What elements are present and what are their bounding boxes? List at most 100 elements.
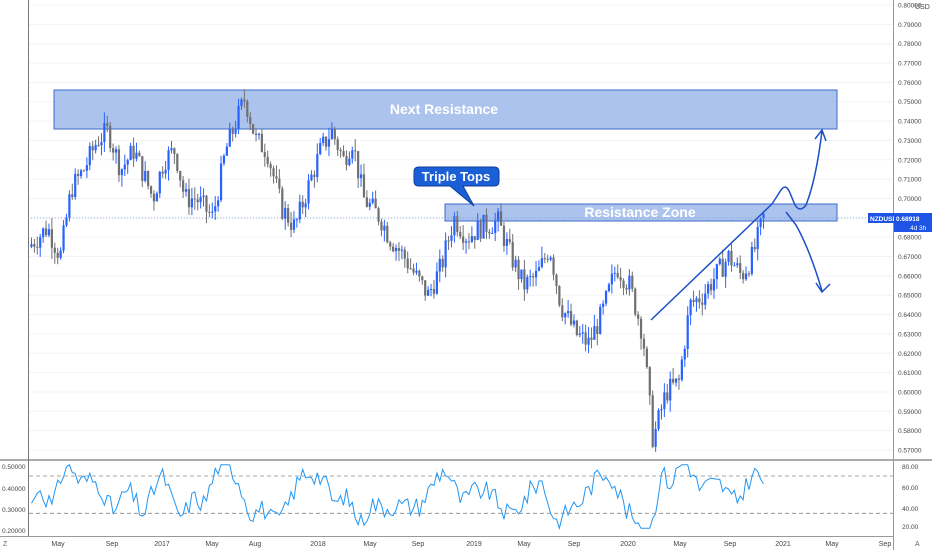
candle-body [438,258,441,272]
candle-body [400,249,403,251]
candle-body [686,315,689,349]
candle-body [418,270,421,277]
candle-body [546,258,549,260]
price-tick: 0.67000 [898,254,922,261]
candle [549,255,552,262]
candle [421,275,424,285]
candle [526,274,529,294]
candle-body [39,237,42,248]
candle-body [631,275,634,289]
candle [187,178,191,215]
candle [182,175,185,198]
rsi-right-tick: 20.00 [902,524,919,531]
candle-body [406,258,409,269]
candle-body [616,272,619,278]
candle-body [117,149,121,176]
candle-body [371,198,374,203]
candle-body [120,169,123,176]
price-scale[interactable]: 0.80000 0.79000 0.78000 0.77000 0.76000 0.750… [898,3,922,455]
candle [365,190,368,208]
candle-body [147,170,150,187]
candle [354,139,357,162]
candle [739,255,742,280]
auto-scale-button[interactable]: A [915,541,920,548]
candle [581,324,584,344]
candle [184,182,188,197]
candle-body [135,152,138,159]
candle [677,374,681,390]
candle-body [532,276,535,278]
candle-body [59,250,62,258]
rsi-left-tick: 0.40000 [2,486,26,493]
candle [33,238,36,253]
candle-body [747,273,751,275]
candle-body [222,155,226,164]
rsi-indicator-pane[interactable]: 0.50000 0.40000 0.30000 0.20000 80.00 60.00 40… [2,464,919,535]
candle-body [730,250,733,266]
next-resistance-label: Next Resistance [390,101,498,117]
triple-tops-callout[interactable]: Triple Tops [413,166,500,207]
candle-body [712,279,716,291]
candle-body [756,226,759,250]
price-tick: 0.78000 [898,41,922,48]
candle-body [237,105,240,130]
candle [147,170,150,190]
candle [345,150,348,171]
candle [648,366,651,405]
candle [132,137,135,167]
candle [447,236,450,250]
candle-body [144,170,147,181]
candle-body [170,148,173,151]
timezone-corner[interactable]: Z [3,541,8,548]
candle [103,112,106,152]
candle [727,249,730,266]
candle [733,262,736,267]
projection-arrows[interactable] [771,128,831,294]
bearish-projection-path [785,211,823,292]
candle-body [234,129,237,134]
candle [225,142,228,156]
candle-body [441,258,444,268]
candle [517,256,520,290]
candle-body [298,201,301,220]
rsi-right-tick: 60.00 [902,485,919,492]
candle-body [724,261,727,277]
candle [578,326,581,338]
candle [44,220,48,238]
candle-body [394,248,398,252]
candle [564,312,567,325]
ascending-trendline[interactable] [650,203,773,321]
candle-body [304,203,307,208]
candle-body [526,277,529,290]
candle [138,150,141,157]
candle [386,221,389,244]
candle-body [692,299,695,302]
candle [77,169,80,185]
resistance-zone-label: Resistance Zone [584,204,695,220]
candle-body [561,305,564,318]
candle [322,132,325,146]
candle [529,269,532,287]
candle [42,227,45,243]
candle [663,383,666,418]
candle [491,227,494,235]
candle-body [56,252,59,258]
candle-body [464,241,468,243]
time-tick: 2021 [775,541,791,548]
candle-body [327,139,331,147]
price-tick: 0.62000 [898,351,922,358]
candle [479,218,482,242]
next-resistance-zone[interactable] [53,89,838,130]
candle [645,346,648,369]
price-tick: 0.65000 [898,293,922,300]
candle [106,115,109,133]
candle-body [467,241,471,243]
rsi-left-tick: 0.30000 [2,507,26,514]
candle-body [587,337,590,345]
candle [628,269,631,296]
time-axis[interactable]: May Sep 2017 May Aug 2018 May Sep 2019 May Sep 2020… [51,541,891,548]
resistance-zone[interactable] [444,203,838,222]
candle-body [575,320,578,335]
candle [669,371,672,412]
